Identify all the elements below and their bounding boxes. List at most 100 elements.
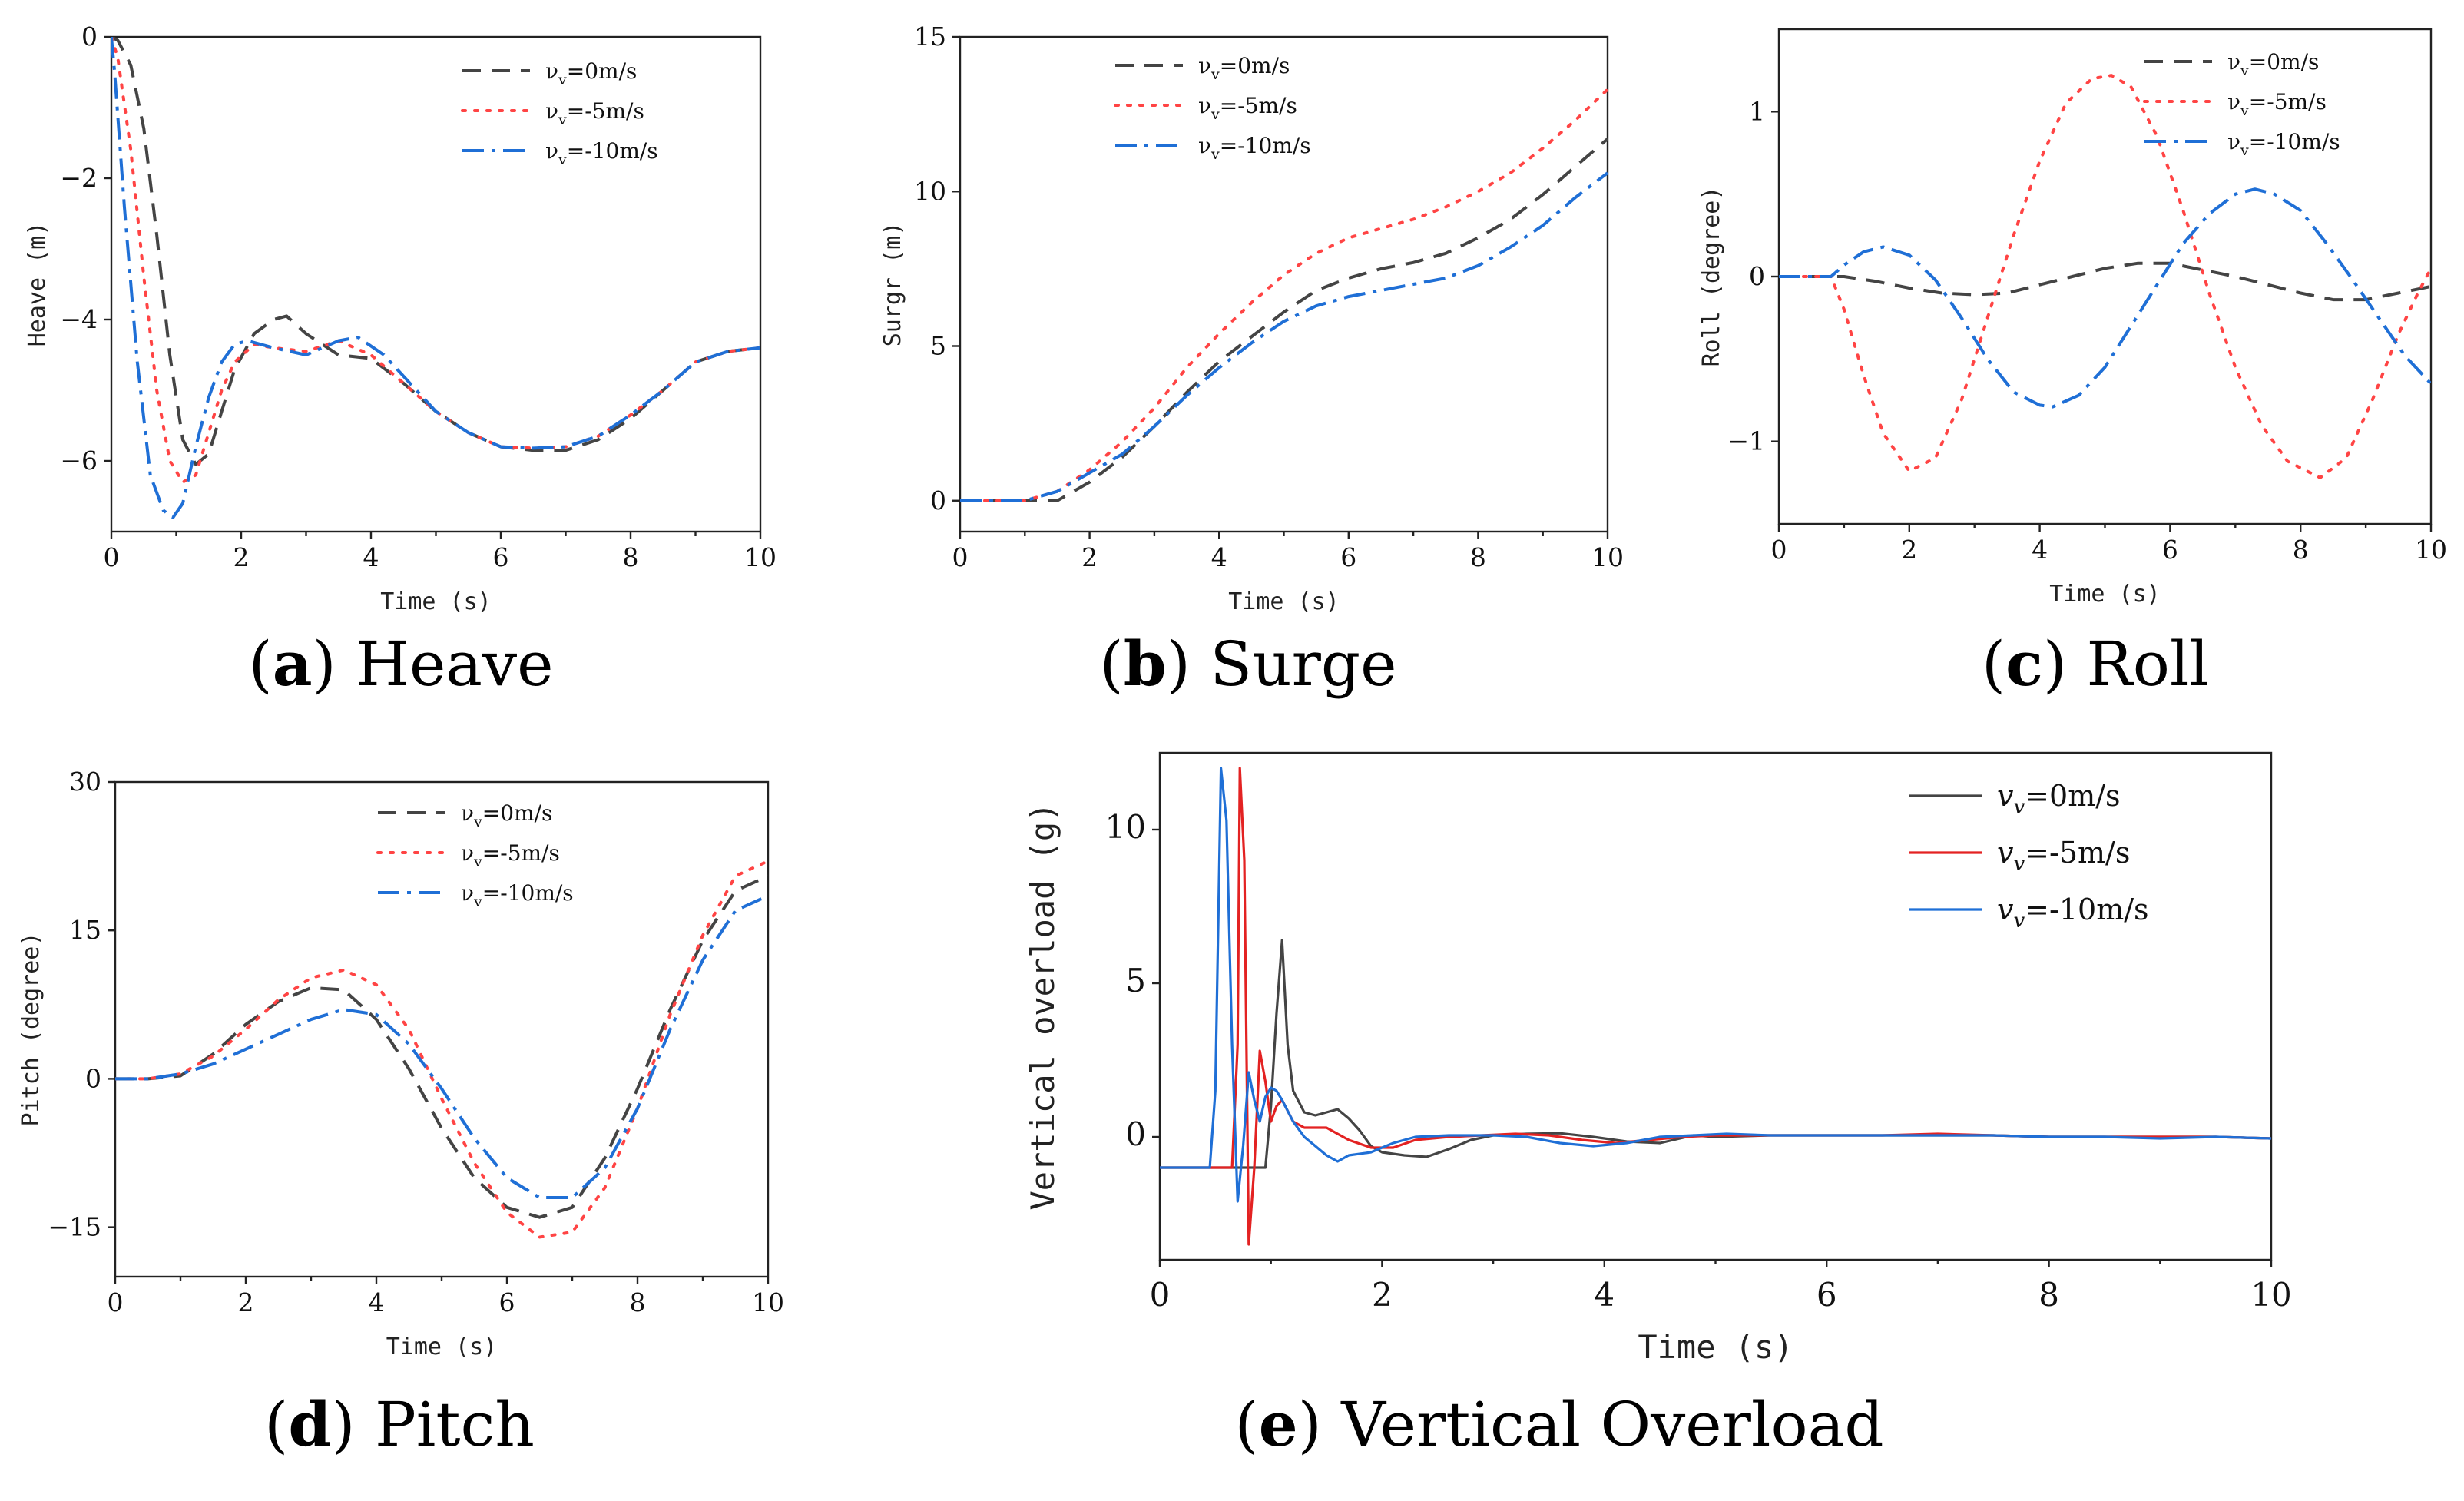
legend-label-subscript: v: [2013, 910, 2025, 933]
series-line-2: [111, 37, 760, 519]
legend-label: vv=-5m/s: [1997, 836, 2130, 876]
series-line-0: [111, 37, 760, 466]
legend-label-subscript: v: [2013, 853, 2025, 876]
caption-text: Surge: [1210, 628, 1396, 700]
legend-label-symbol: ν: [2227, 129, 2240, 154]
legend-label-symbol: ν: [545, 98, 558, 124]
panel-caption: (c) Roll: [1982, 628, 2209, 700]
caption-letter: c: [2005, 628, 2043, 700]
y-tick-label: 15: [69, 915, 101, 945]
caption-letter: b: [1124, 628, 1167, 700]
y-tick-label: −2: [60, 163, 98, 193]
y-tick-label: −4: [60, 304, 98, 334]
series-line-0: [115, 874, 768, 1219]
caption-letter: d: [288, 1388, 331, 1460]
legend-label-symbol: v: [1997, 836, 2014, 870]
x-tick-label: 8: [623, 542, 639, 572]
legend-label-subscript: v: [2240, 142, 2249, 159]
caption-paren-open: (: [248, 628, 272, 700]
legend-label-rest: =-10m/s: [567, 138, 658, 164]
series-line-0: [1779, 261, 2431, 302]
x-tick-label: 6: [493, 542, 509, 572]
series-line-0: [960, 138, 1608, 502]
panel-caption: (d) Pitch: [264, 1388, 535, 1460]
caption-text: Heave: [356, 628, 553, 700]
caption-paren-close: ): [1167, 628, 1210, 700]
legend-label: νv=-5m/s: [461, 840, 560, 870]
x-tick-label: 10: [2250, 1276, 2291, 1314]
legend-label-subscript: v: [473, 813, 482, 830]
panel-caption: (b) Surge: [1100, 628, 1397, 700]
legend-label: vv=0m/s: [1997, 779, 2121, 819]
x-tick-label: 4: [363, 542, 379, 572]
legend-label-subscript: v: [473, 853, 482, 870]
x-tick-label: 2: [1081, 542, 1098, 572]
y-axis-label: Roll (degree): [1698, 187, 1725, 367]
x-tick-label: 10: [1591, 542, 1624, 572]
legend-label-symbol: ν: [545, 58, 558, 84]
y-tick-label: 10: [914, 176, 946, 206]
y-tick-label: 30: [69, 767, 101, 797]
y-tick-label: 5: [1125, 962, 1146, 999]
legend-label: νv=-10m/s: [461, 880, 574, 910]
x-tick-label: 8: [1470, 542, 1486, 572]
legend-label: νv=-5m/s: [2227, 89, 2327, 119]
caption-paren-open: (: [1982, 628, 2005, 700]
x-tick-label: 2: [1372, 1276, 1393, 1314]
series-line-1: [1779, 74, 2431, 479]
x-tick-label: 0: [104, 542, 120, 572]
x-tick-label: 0: [1150, 1276, 1171, 1314]
caption-text: Pitch: [375, 1389, 535, 1460]
legend-label-rest: =0m/s: [567, 58, 638, 84]
plot-frame: [110, 35, 762, 533]
x-tick-label: 4: [2032, 535, 2048, 565]
x-tick-label: 10: [744, 542, 777, 572]
x-tick-label: 0: [952, 542, 969, 572]
legend-label-symbol: ν: [1198, 133, 1211, 158]
legend-label-rest: =0m/s: [2025, 779, 2120, 813]
legend-label-rest: =0m/s: [2249, 49, 2320, 75]
legend-label-symbol: ν: [461, 880, 474, 906]
legend-label-symbol: ν: [1198, 93, 1211, 118]
y-tick-label: 0: [1125, 1115, 1146, 1153]
y-tick-label: 5: [930, 331, 946, 361]
x-tick-label: 2: [1901, 535, 1917, 565]
x-tick-label: 10: [752, 1287, 784, 1317]
x-tick-label: 0: [1771, 535, 1787, 565]
panel-caption: (e) Vertical Overload: [1234, 1388, 1883, 1460]
legend-label-symbol: ν: [461, 840, 474, 866]
legend-label-symbol: ν: [1198, 53, 1211, 78]
caption-text: Roll: [2087, 628, 2210, 700]
legend-label-rest: =-10m/s: [2249, 129, 2340, 154]
legend-label-rest: =-5m/s: [1220, 93, 1297, 118]
legend-label-subscript: v: [1210, 146, 1220, 163]
legend-label-rest: =0m/s: [1220, 53, 1290, 78]
y-axis-label: Surgr (m): [879, 222, 906, 347]
y-tick-label: 0: [81, 22, 98, 51]
legend-label: νv=0m/s: [1198, 53, 1290, 83]
x-tick-label: 6: [2162, 535, 2178, 565]
y-axis-label: Vertical overload (g): [1024, 802, 1061, 1210]
x-axis-label: Time (s): [1228, 588, 1340, 615]
x-tick-label: 6: [1817, 1276, 1837, 1314]
legend-label-rest: =-5m/s: [567, 98, 644, 124]
y-tick-label: 0: [85, 1063, 101, 1093]
caption-paren-close: ): [1298, 1389, 1342, 1460]
y-tick-label: −1: [1727, 426, 1765, 456]
series-line-2: [1779, 187, 2431, 409]
legend-label-subscript: v: [1210, 106, 1220, 123]
legend-label-symbol: ν: [2227, 49, 2240, 75]
series-line-2: [1160, 767, 2271, 1203]
legend-label-symbol: ν: [545, 138, 558, 164]
series-line-2: [960, 171, 1608, 502]
y-tick-label: 10: [1105, 808, 1146, 846]
x-axis-label: Time (s): [1638, 1328, 1793, 1366]
y-tick-label: 1: [1749, 96, 1765, 126]
x-tick-label: 6: [1340, 542, 1356, 572]
legend-label-subscript: v: [558, 71, 567, 88]
legend-label-subscript: v: [2240, 102, 2249, 119]
